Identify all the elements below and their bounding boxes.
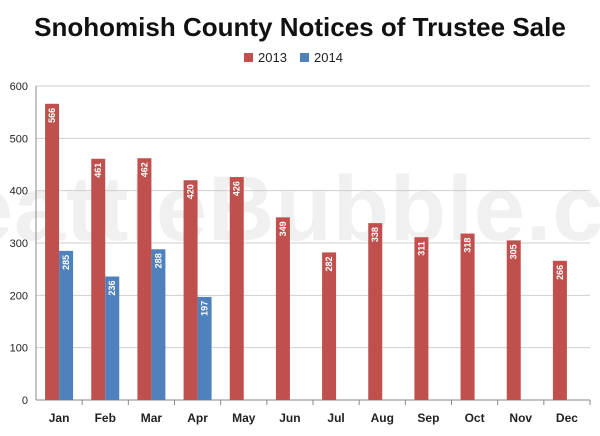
bar <box>91 158 106 400</box>
legend: 2013 2014 <box>244 50 343 65</box>
data-label: 426 <box>232 181 242 196</box>
data-label: 311 <box>416 241 426 256</box>
bar <box>105 276 120 400</box>
y-tick-label: 400 <box>10 186 28 198</box>
x-tick-label: Jun <box>279 411 300 425</box>
x-tick-label: May <box>232 411 256 425</box>
x-tick-label: Jul <box>327 411 344 425</box>
bar <box>368 223 383 400</box>
data-label: 420 <box>186 184 196 199</box>
bar <box>183 180 198 400</box>
bar <box>151 249 166 400</box>
y-tick-label: 300 <box>10 238 28 250</box>
legend-label: 2013 <box>258 50 287 65</box>
data-label: 305 <box>509 244 519 259</box>
legend-label: 2014 <box>314 50 343 65</box>
y-tick-label: 200 <box>10 290 28 302</box>
y-tick-label: 600 <box>10 81 28 93</box>
bar <box>460 233 475 400</box>
data-label: 266 <box>555 265 565 280</box>
data-label: 236 <box>107 280 117 295</box>
data-label: 461 <box>93 163 103 178</box>
y-tick-label: 100 <box>10 343 28 355</box>
bar <box>137 158 152 400</box>
data-label: 318 <box>463 238 473 253</box>
bar <box>59 250 74 400</box>
bar <box>275 217 290 400</box>
bar <box>322 252 337 400</box>
data-label: 349 <box>278 221 288 236</box>
x-tick-label: Aug <box>371 411 394 425</box>
data-label: 285 <box>61 255 71 270</box>
data-label: 566 <box>47 108 57 123</box>
chart-title: Snohomish County Notices of Trustee Sale <box>34 12 566 42</box>
x-tick-label: Sep <box>417 411 439 425</box>
x-tick-label: Apr <box>187 411 208 425</box>
y-tick-label: 500 <box>10 133 28 145</box>
bar <box>506 240 521 400</box>
x-tick-label: Nov <box>509 411 532 425</box>
bar <box>197 296 212 400</box>
bar <box>414 237 429 400</box>
bar <box>229 177 244 400</box>
x-tick-label: Oct <box>465 411 485 425</box>
data-label: 338 <box>370 227 380 242</box>
data-label: 288 <box>153 253 163 268</box>
data-label: 462 <box>139 162 149 177</box>
legend-swatch <box>244 53 253 62</box>
y-tick-label: 0 <box>22 395 28 407</box>
x-tick-label: Feb <box>95 411 116 425</box>
data-label: 197 <box>200 301 210 316</box>
legend-swatch <box>300 53 309 62</box>
x-axis: Jan Feb Mar Apr May Jun Jul Aug Sep Oct Nov Dec <box>49 400 591 425</box>
x-tick-label: Mar <box>141 411 163 425</box>
data-label: 282 <box>324 256 334 271</box>
bar <box>45 103 60 400</box>
bars: 566 285 461 236 462 288 420 197 426 349 282 338 311 3… <box>45 103 567 400</box>
x-tick-label: Jan <box>49 411 70 425</box>
bar <box>552 260 567 400</box>
x-tick-label: Dec <box>556 411 578 425</box>
y-axis: 0 100 200 300 400 500 600 <box>10 81 37 407</box>
